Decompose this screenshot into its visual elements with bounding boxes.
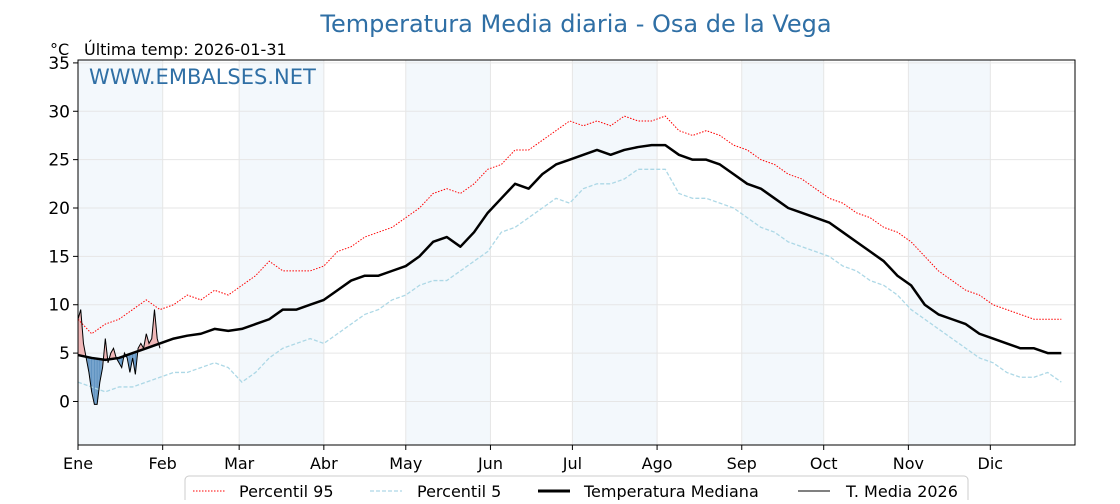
anomaly-fill-below — [94, 358, 98, 405]
series-percentil-95 — [77, 115, 1062, 335]
x-tick-label: Mar — [224, 454, 255, 473]
month-band — [908, 60, 991, 445]
y-tick-label: 30 — [48, 102, 70, 122]
y-tick-label: 10 — [48, 296, 70, 316]
month-band — [405, 60, 491, 445]
month-bands — [78, 60, 991, 445]
legend-label: Temperatura Mediana — [583, 482, 759, 500]
last-temp-label: Última temp: 2026-01-31 — [84, 40, 287, 59]
legend-label: Percentil 95 — [239, 482, 334, 500]
legend-label: T. Media 2026 — [845, 482, 958, 500]
series-lines — [77, 115, 1062, 405]
x-tick-label: Feb — [149, 454, 177, 473]
legend-label: Percentil 5 — [417, 482, 501, 500]
x-axis: Ene Feb Mar Abr May Jun Jul Ago Sep Oct Nov Dic — [63, 445, 1003, 473]
y-axis: 0 5 10 15 20 25 30 35 — [48, 54, 78, 412]
y-tick-label: 35 — [48, 54, 70, 74]
x-tick-label: Dic — [978, 454, 1004, 473]
x-tick-label: May — [389, 454, 422, 473]
x-tick-label: Ago — [642, 454, 673, 473]
plot-frame — [77, 59, 1076, 446]
y-tick-label: 15 — [48, 247, 70, 267]
series-temperatura-mediana — [77, 143, 1062, 362]
series-percentil-5 — [77, 168, 1062, 393]
chart-title: Temperatura Media diaria - Osa de la Veg… — [319, 10, 831, 38]
y-tick-label: 25 — [48, 151, 70, 171]
x-tick-label: Oct — [810, 454, 838, 473]
legend: Percentil 95 Percentil 5 Temperatura Media… — [184, 475, 969, 504]
y-tick-label: 5 — [59, 344, 70, 364]
month-band — [239, 60, 324, 445]
month-band — [572, 60, 658, 445]
x-tick-label: Jun — [477, 454, 503, 473]
y-tick-label: 0 — [59, 392, 70, 412]
x-tick-label: Abr — [310, 454, 338, 473]
x-tick-label: Nov — [893, 454, 924, 473]
x-tick-label: Jul — [562, 454, 582, 473]
unit-label: °C — [50, 40, 69, 59]
x-tick-label: Sep — [727, 454, 757, 473]
watermark: WWW.EMBALSES.NET — [89, 65, 316, 89]
month-band — [741, 60, 824, 445]
y-tick-label: 20 — [48, 199, 70, 219]
series-t-media-2026 — [77, 309, 161, 405]
x-tick-label: Ene — [63, 454, 93, 473]
